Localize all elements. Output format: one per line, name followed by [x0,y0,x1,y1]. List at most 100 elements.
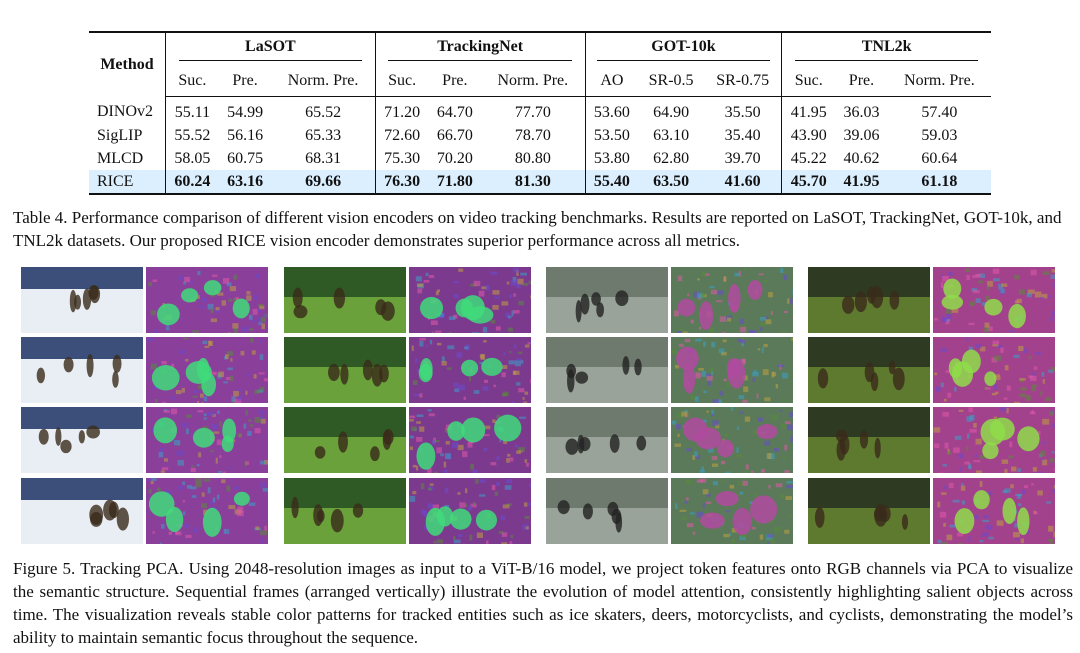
video-frame-image [546,267,668,333]
value-cell: 40.62 [843,149,880,167]
pca-feature-map [146,407,268,473]
value-cell: 36.03 [843,103,880,121]
table-row: SigLIP 55.52 56.16 65.33 72.60 66.70 78.70 53.5… [89,124,991,147]
value-cell: 81.30 [481,170,586,195]
value-cell: 57.40 [921,103,958,121]
pca-feature-map [671,478,793,544]
value-cell: 63.16 [218,170,272,195]
value-cell: 60.64 [921,149,958,167]
value-cell: 64.90 [653,103,690,121]
pca-feature-map [409,337,531,403]
metric-header: Pre. [428,66,482,97]
video-frame-image [21,267,143,333]
value-cell: 41.60 [703,170,782,195]
video-frame-image [284,337,406,403]
value-cell: 75.30 [374,147,429,170]
value-cell: 55.40 [584,170,639,195]
value-cell: 65.33 [305,126,342,144]
results-table-container: Method LaSOT TrackingNet GOT-10k TNL2k S… [89,31,991,195]
value-cell: 59.03 [921,126,958,144]
metric-header: Norm. Pre. [887,66,991,97]
video-frame-image [546,407,668,473]
table-row: MLCD 58.05 60.75 68.31 75.30 70.20 80.80 53.80 6… [89,147,991,170]
value-cell: 70.20 [436,149,473,167]
value-cell: 72.60 [374,124,429,147]
video-frame-image [21,337,143,403]
method-cell: SigLIP [97,126,143,144]
value-cell: 35.50 [724,103,761,121]
metric-header: Suc. [781,66,836,97]
pca-feature-map [146,478,268,544]
value-cell: 76.30 [374,170,429,195]
value-cell: 41.95 [835,170,888,195]
pca-feature-map [146,337,268,403]
method-cell: DINOv2 [97,103,153,121]
metric-header: Suc. [374,66,429,97]
table-caption: Table 4. Performance comparison of diffe… [13,208,1062,250]
video-frame-image [284,407,406,473]
value-cell: 55.11 [164,96,219,124]
metric-header: Norm. Pre. [271,66,376,97]
results-table: Method LaSOT TrackingNet GOT-10k TNL2k S… [89,31,991,195]
value-cell: 71.20 [374,96,429,124]
pca-feature-map [933,267,1055,333]
value-cell: 77.70 [514,103,551,121]
pca-feature-map [409,407,531,473]
group-header-tnl2k: TNL2k [781,32,991,66]
group-header-trackingnet: TrackingNet [374,32,586,66]
metric-header: Norm. Pre. [481,66,586,97]
method-cell: RICE [89,170,166,195]
pca-feature-map [409,267,531,333]
value-cell: 56.16 [227,126,264,144]
value-cell: 69.66 [271,170,376,195]
pca-feature-map [146,267,268,333]
value-cell: 66.70 [436,126,473,144]
pca-feature-map [933,337,1055,403]
pca-feature-map [933,478,1055,544]
value-cell: 53.80 [584,147,639,170]
value-cell: 60.24 [164,170,219,195]
value-cell: 58.05 [164,147,219,170]
value-cell: 63.10 [653,126,690,144]
value-cell: 61.18 [887,170,991,195]
video-frame-image [808,478,930,544]
value-cell: 65.52 [305,103,342,121]
video-frame-image [808,267,930,333]
pca-feature-map [671,337,793,403]
value-cell: 45.70 [781,170,836,195]
value-cell: 39.70 [724,149,761,167]
value-cell: 71.80 [428,170,482,195]
video-frame-image [21,407,143,473]
metric-header: SR-0.5 [638,66,704,97]
method-cell: MLCD [97,149,144,167]
group-header-lasot: LaSOT [165,32,376,66]
value-cell: 43.90 [781,124,836,147]
pca-feature-map [671,267,793,333]
metric-header: SR-0.75 [703,66,782,97]
video-frame-image [21,478,143,544]
table-row: RICE 60.24 63.16 69.66 76.30 71.80 81.30 55.40 6… [89,170,991,195]
metric-header: AO [584,66,639,97]
value-cell: 80.80 [514,149,551,167]
table-row: DINOv2 55.11 54.99 65.52 71.20 64.70 77.70 53.6… [89,96,991,124]
video-frame-image [546,337,668,403]
value-cell: 41.95 [781,96,836,124]
value-cell: 60.75 [227,149,264,167]
metric-header: Pre. [218,66,272,97]
value-cell: 53.60 [584,96,639,124]
video-frame-image [808,337,930,403]
video-frame-image [284,478,406,544]
metric-header: Pre. [835,66,888,97]
value-cell: 39.06 [843,126,880,144]
figure-caption: Figure 5. Tracking PCA. Using 2048-resol… [13,559,1073,647]
value-cell: 78.70 [514,126,551,144]
value-cell: 54.99 [227,103,264,121]
value-cell: 55.52 [164,124,219,147]
value-cell: 53.50 [584,124,639,147]
value-cell: 63.50 [638,170,704,195]
video-frame-image [808,407,930,473]
value-cell: 62.80 [653,149,690,167]
pca-feature-map [933,407,1055,473]
group-header-got10k: GOT-10k [584,32,782,66]
pca-feature-map [409,478,531,544]
